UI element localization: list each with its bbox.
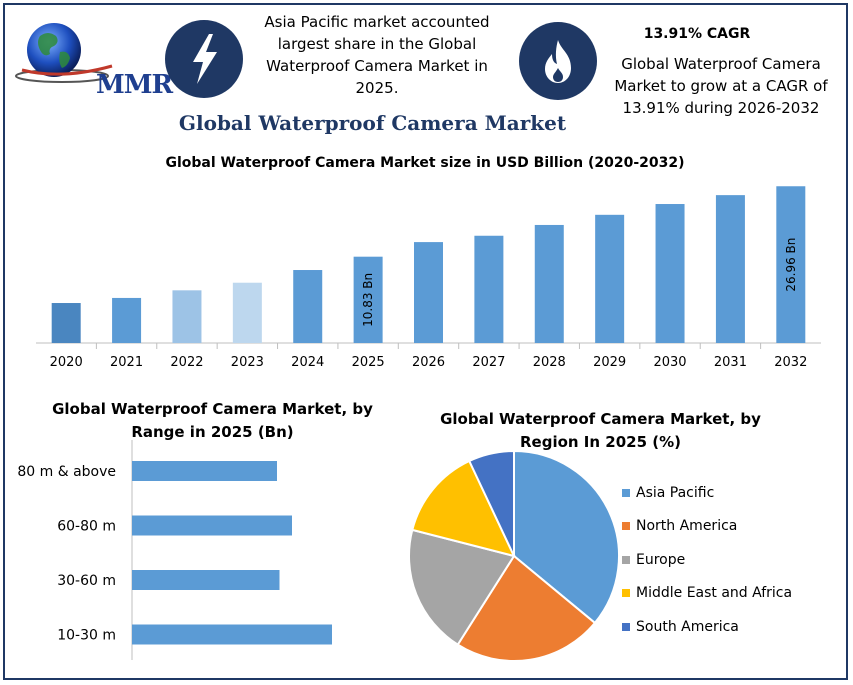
pie-slice [411,459,516,558]
legend-item: Middle East and Africa [622,577,792,611]
range-bar [132,461,277,481]
range-label: 60-80 m [57,519,116,535]
bar-2024 [293,270,323,343]
bar-2031 [715,195,745,343]
legend-label: North America [636,518,738,535]
legend-swatch [622,522,630,531]
range-label: 10-30 m [57,628,116,644]
legend-item: North America [622,510,792,544]
bar-2027 [474,235,504,343]
logo-text: MMR [96,70,173,100]
x-tick-label: 2029 [593,355,626,370]
x-tick-label: 2020 [50,355,83,370]
legend-swatch [622,555,630,564]
bar-2029 [595,214,625,343]
legend-item: Asia Pacific [622,476,792,510]
bar-2023 [232,282,262,343]
globe-icon [15,23,113,83]
bar-2022 [172,290,202,343]
bar-2025 [353,256,383,343]
range-label: 80 m & above [17,464,116,480]
market-size-bar-chart: 2020 2021 2022 2023 2024 2025 2026 2027 2028 2029… [36,186,821,370]
x-tick-label: 2027 [472,355,505,370]
region-legend: Asia Pacific North America Europe Middle Ea… [622,476,792,644]
range-bar [132,570,280,590]
legend-item: South America [622,610,792,644]
legend-label: Asia Pacific [636,484,715,501]
x-tick-label: 2031 [714,355,747,370]
x-tick-label: 2022 [170,355,203,370]
bar-2020 [51,303,81,343]
bar-2030 [655,204,685,343]
region-pie-chart [408,449,620,662]
range-bar [132,515,292,536]
legend-swatch [622,622,630,631]
region-chart-title: Global Waterproof Camera Market, by Regi… [440,410,761,451]
asia-pacific-info: Asia Pacific market accounted largest sh… [264,13,490,97]
legend-swatch [622,488,630,497]
x-tick-label: 2025 [352,355,385,370]
legend-label: Middle East and Africa [636,585,793,602]
bar-2021 [112,297,142,343]
range-bar-chart: 80 m & above 60-80 m 30-60 m 10-30 m [17,440,332,660]
x-tick-label: 2028 [533,355,566,370]
x-tick-label: 2024 [291,355,324,370]
data-label: 26.96 Bn [784,238,798,292]
x-tick-label: 2023 [231,355,264,370]
pie-slice [408,528,516,647]
legend-swatch [622,589,630,598]
cagr-info: Global Waterproof Camera Market to grow … [614,55,828,117]
pie-slice [467,449,515,557]
x-tick-label: 2021 [110,355,143,370]
cagr-title: 13.91% CAGR [643,26,751,42]
x-tick-label: 2026 [412,355,445,370]
bar-2028 [534,224,564,343]
pie-slice [456,554,597,662]
mmr-logo: MMR [14,18,173,100]
main-title: Global Waterproof Camera Market [178,111,567,135]
market-size-chart-title: Global Waterproof Camera Market size in … [165,155,685,171]
bar-2032 [776,186,806,343]
x-tick-label: 2030 [653,355,686,370]
legend-label: South America [636,618,739,635]
bar-2026 [414,242,443,343]
range-label: 30-60 m [57,573,116,589]
range-bar [132,624,332,645]
data-label: 10.83 Bn [361,273,375,327]
lightning-icon [165,20,243,98]
range-chart-title: Global Waterproof Camera Market, by Rang… [52,400,373,441]
pie-slice [513,449,620,625]
legend-label: Europe [636,551,686,568]
legend-item: Europe [622,543,792,577]
x-tick-label: 2032 [774,355,807,370]
flame-icon [519,22,597,100]
infographic-frame [3,3,848,680]
